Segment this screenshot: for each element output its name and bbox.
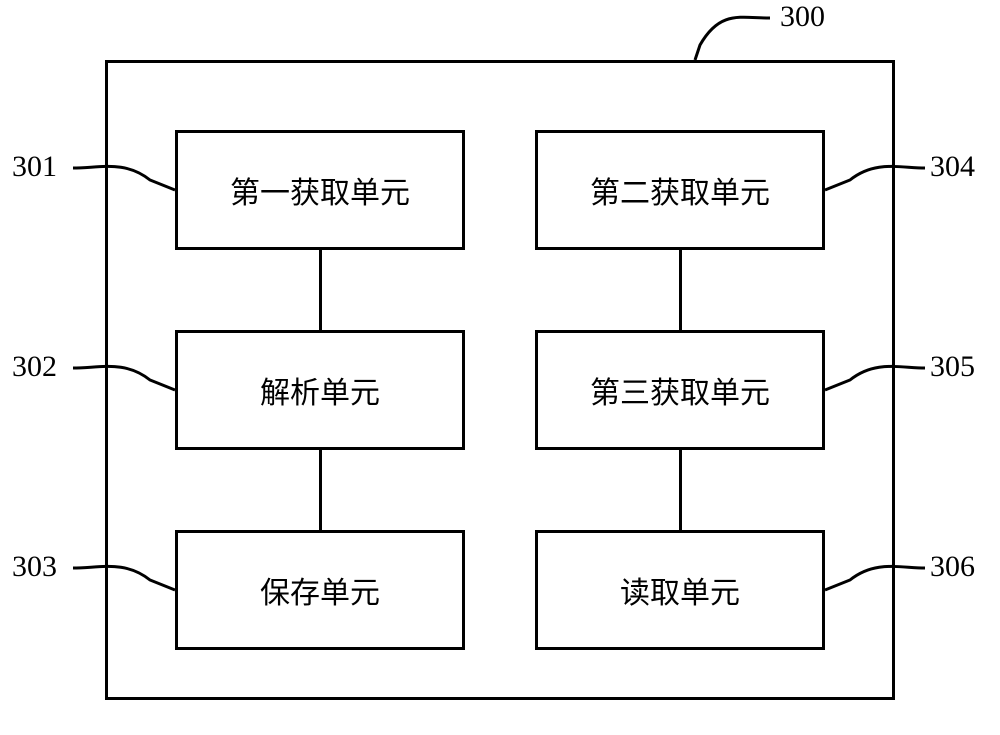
leader-306 [0,0,1000,650]
diagram-stage: 第一获取单元 解析单元 保存单元 第二获取单元 第三获取单元 读取单元 300 … [0,0,1000,735]
